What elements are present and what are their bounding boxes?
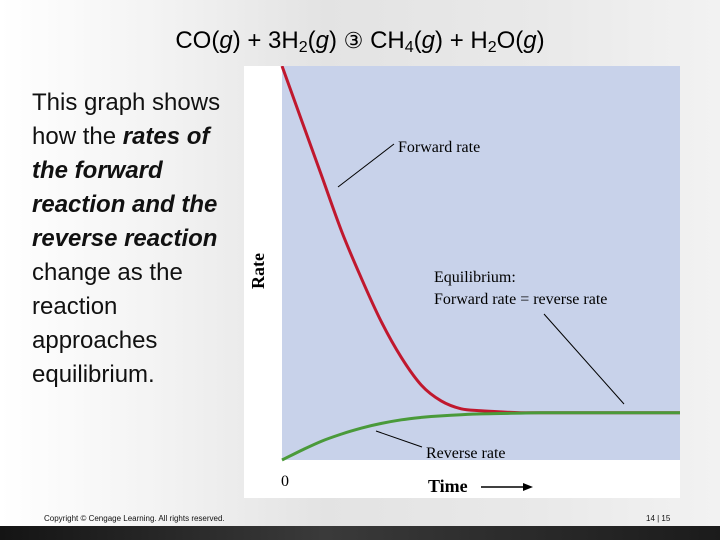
title-phase-g: g: [315, 27, 329, 54]
equilibrium-arrow-icon: ③: [343, 28, 364, 53]
body-text-part-2: change as the reaction approaches equili…: [32, 259, 183, 388]
copyright-text: Copyright © Cengage Learning. All rights…: [44, 514, 225, 523]
annotation-forward-pointer: [337, 143, 395, 188]
title-ch4: CH: [370, 27, 405, 54]
annotation-reverse-pointer: [375, 430, 423, 448]
body-text: This graph shows how the rates of the fo…: [32, 86, 237, 392]
title-ch4-subscript: 4: [404, 39, 414, 56]
annotation-reverse-rate: Reverse rate: [426, 445, 506, 462]
title-phase-g: g: [219, 27, 233, 54]
title-h2o-subscript: 2: [487, 39, 497, 56]
plot-area: [282, 66, 680, 460]
slide-title: CO(g) + 3H2(g) ③ CH4(g) + H2O(g): [175, 27, 545, 56]
title-phase-g: g: [421, 27, 436, 54]
rate-chart: Rate Time 0 Forward rate Equilibrium: Fo…: [244, 66, 680, 498]
reverse-rate-curve: [281, 411, 680, 462]
annotation-equilibrium-detail: Forward rate = reverse rate: [434, 291, 607, 308]
y-axis-label: Rate: [248, 253, 268, 289]
title-h2o-h: H: [470, 27, 488, 54]
page-number: 14 | 15: [646, 514, 671, 523]
title-plus-1: +: [247, 27, 262, 54]
title-h2: 3H: [268, 27, 299, 54]
title-plus-2: +: [449, 27, 464, 54]
annotation-equilibrium: Equilibrium:: [434, 269, 516, 286]
annotation-equilibrium-pointer: [543, 313, 625, 405]
x-axis-label: Time: [428, 476, 468, 496]
title-co: CO: [175, 27, 212, 54]
title-h2o-o: O: [496, 27, 516, 54]
x-axis-arrow-icon: [481, 483, 533, 491]
body-text-part-1: This graph shows how the: [32, 89, 221, 150]
annotation-forward-rate: Forward rate: [398, 139, 480, 156]
title-phase-g: g: [523, 27, 537, 54]
title-h2-subscript: 2: [298, 39, 308, 56]
body-text-emphasis: rates of the forward reaction and the re…: [32, 123, 218, 252]
x-tick-label-0: 0: [281, 473, 289, 490]
bottom-bar: [0, 526, 720, 540]
